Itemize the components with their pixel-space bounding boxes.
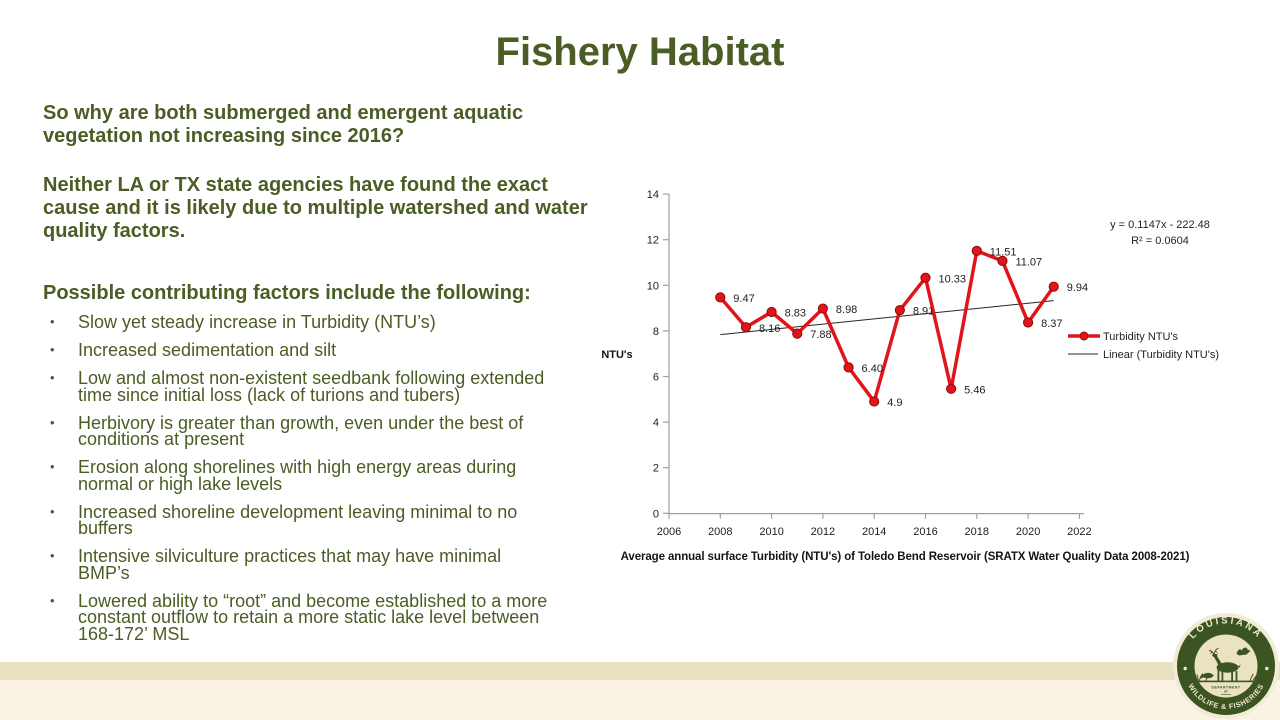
bullet-icon: • (50, 592, 55, 608)
x-tick-label: 2016 (913, 526, 937, 538)
data-point-marker (715, 292, 726, 303)
chart-y-axis-title: NTU's (601, 349, 633, 361)
data-point-marker (792, 328, 803, 339)
bullet-icon: • (50, 370, 55, 385)
data-point-label: 10.33 (939, 273, 967, 285)
y-tick-label: 12 (647, 235, 659, 247)
ground-line (1198, 680, 1254, 683)
bullet-icon: • (50, 548, 55, 563)
y-tick-label: 14 (647, 189, 659, 201)
data-point-label: 8.98 (836, 304, 857, 316)
data-point-marker (766, 306, 777, 318)
data-point-label: 8.37 (1041, 318, 1062, 330)
data-point-label: 11.07 (1015, 256, 1042, 268)
logo-dept-text: DEPARTMENT (1211, 686, 1240, 690)
intro-paragraph: So why are both submerged and emergent a… (43, 102, 524, 148)
x-tick-label: 2014 (862, 526, 886, 538)
factors-list: • Slow yet steady increase in Turbidity (… (47, 313, 557, 654)
x-tick-label: 2010 (759, 526, 783, 538)
x-tick-label: 2022 (1067, 526, 1091, 538)
y-tick-label: 6 (653, 372, 659, 384)
list-item: • Low and almost non-existent seedbank fo… (47, 369, 557, 404)
data-point-marker (817, 303, 828, 314)
footer-band-dark (0, 662, 1280, 680)
duck-icon (1236, 647, 1251, 656)
data-point-label: 8.91 (913, 306, 934, 318)
logo-of-text: OF (1224, 690, 1228, 694)
trend-equation: y = 0.1147x - 222.48 (1110, 219, 1210, 231)
data-point-label: 7.88 (810, 329, 831, 341)
data-point-marker (920, 272, 931, 283)
data-point-label: 5.46 (964, 384, 985, 396)
data-point-label: 4.9 (887, 397, 902, 409)
legend-trend-label: Linear (Turbidity NTU's) (1103, 349, 1219, 361)
bullet-icon: • (50, 459, 55, 474)
turbidity-line-chart: 0 2 4 6 8 10 12 14 2006 2008 2010 2012 2014 2016 2018 2… (647, 189, 1219, 538)
data-point-label: 11.51 (990, 246, 1017, 258)
logo-right-dot-icon (1265, 666, 1269, 671)
data-point-marker (740, 322, 752, 333)
list-item: • Slow yet steady increase in Turbidity (… (47, 313, 557, 330)
bullet-icon: • (50, 503, 55, 519)
bullet-icon: • (50, 414, 55, 430)
page-title: Fishery Habitat (495, 30, 785, 74)
logo-divider (1221, 694, 1231, 695)
list-item: • Herbivory is greater than growth, even … (47, 414, 557, 449)
data-point-marker (971, 245, 982, 256)
grass-icon (1196, 673, 1257, 682)
y-tick-label: 0 (653, 508, 659, 520)
legend-series-label: Turbidity NTU's (1103, 331, 1179, 343)
list-item: • Erosion along shorelines with high ener… (47, 458, 557, 493)
logo-left-dot-icon (1183, 666, 1187, 671)
data-point-marker (869, 396, 880, 407)
agencies-paragraph: Neither LA or TX state agencies have fou… (43, 174, 588, 243)
list-item: • Lowered ability to “root” and become es… (47, 592, 557, 643)
data-point-marker (997, 255, 1008, 267)
x-tick-label: 2018 (965, 526, 989, 538)
data-point-marker (1048, 281, 1059, 292)
list-item: • Intensive silviculture practices that m… (47, 547, 557, 582)
list-item: • Increased shoreline development leaving… (47, 503, 557, 538)
data-point-label: 9.47 (733, 293, 754, 305)
bullet-icon: • (50, 314, 55, 329)
list-item: • Increased sedimentation and silt (47, 341, 557, 358)
factors-heading: Possible contributing factors include th… (43, 282, 531, 304)
x-tick-label: 2012 (811, 526, 835, 538)
data-point-marker (1023, 317, 1034, 328)
x-tick-label: 2008 (708, 526, 732, 538)
data-point-marker (946, 383, 957, 394)
data-point-label: 9.94 (1067, 282, 1088, 294)
y-tick-label: 4 (653, 417, 659, 429)
data-point-label: 8.83 (785, 307, 806, 319)
bullet-icon: • (50, 342, 55, 357)
legend-series-marker (1079, 331, 1089, 341)
chart-caption: Average annual surface Turbidity (NTU's)… (620, 551, 1190, 563)
data-point-label: 8.16 (759, 323, 780, 335)
logo-emblem: DEPARTMENT OF (1196, 647, 1257, 695)
trend-r-squared: R² = 0.0604 (1131, 235, 1189, 247)
y-tick-label: 8 (653, 326, 659, 338)
fish-icon (1200, 672, 1214, 679)
x-tick-label: 2020 (1016, 526, 1040, 538)
y-tick-label: 2 (653, 463, 659, 475)
lwf-logo: LOUISIANA WILDLIFE & FISHERIES (1173, 613, 1279, 719)
footer-band-light (0, 680, 1280, 720)
deer-icon (1208, 647, 1241, 681)
data-point-marker (843, 362, 854, 373)
x-tick-label: 2006 (657, 526, 681, 538)
data-point-marker (894, 305, 905, 316)
y-tick-label: 10 (647, 280, 659, 292)
data-point-label: 6.40 (862, 363, 883, 375)
trendline (720, 300, 1054, 336)
